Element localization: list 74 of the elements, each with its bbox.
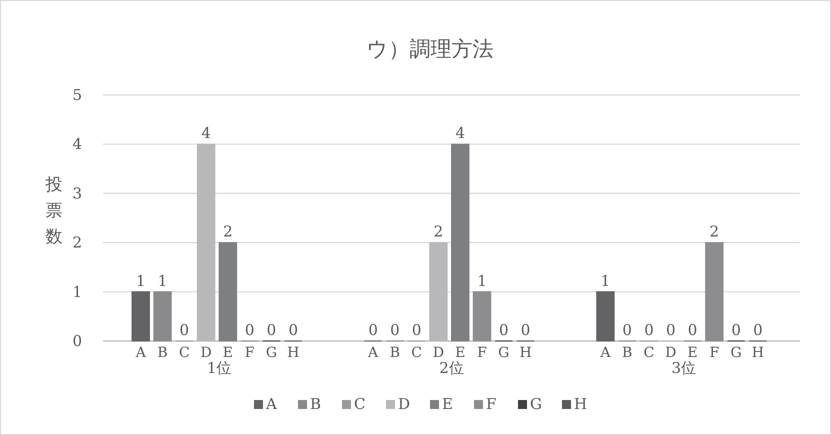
text: F: [244, 345, 255, 361]
data-label: 0: [644, 321, 654, 339]
chart-title: ウ）調理方法: [366, 37, 494, 61]
data-label: 0: [499, 321, 509, 339]
data-label: 4: [201, 124, 211, 142]
data-label: 0: [412, 321, 422, 339]
bar: [451, 144, 470, 342]
data-label: 0: [622, 321, 632, 339]
x-tick-label: 3位: [672, 359, 696, 377]
text: H: [287, 345, 300, 361]
bar: [132, 291, 150, 342]
legend-label: C: [354, 395, 366, 413]
text: F: [477, 345, 487, 361]
text: H: [519, 345, 532, 361]
data-label: 0: [688, 321, 698, 339]
bar: [472, 291, 492, 342]
y-axis-title: 投票数: [44, 175, 62, 247]
text: B: [157, 345, 168, 361]
data-label: 1: [158, 272, 168, 290]
legend-label: D: [398, 395, 410, 413]
data-label: 0: [180, 321, 190, 339]
text: F: [709, 345, 720, 361]
legend-label: A: [265, 395, 277, 413]
data-label: 2: [223, 222, 233, 241]
y-tick-label: 3: [72, 184, 82, 202]
data-label: 0: [753, 321, 763, 339]
text: D: [432, 345, 444, 361]
legend-label: G: [530, 395, 542, 413]
text: C: [644, 345, 654, 361]
data-label: 0: [390, 321, 400, 339]
legend-label: E: [442, 395, 453, 413]
text: G: [730, 345, 742, 361]
bar: [596, 291, 615, 342]
legend-label: B: [310, 395, 322, 413]
text: A: [600, 345, 610, 361]
text: G: [498, 345, 510, 361]
data-label: 0: [368, 321, 378, 339]
legend-label: F: [486, 395, 496, 413]
data-label: 2: [434, 222, 444, 241]
text: B: [622, 345, 632, 361]
text: C: [411, 345, 422, 361]
y-tick-label: 1: [72, 282, 82, 301]
text: B: [390, 345, 400, 361]
x-tick-label: 1位: [206, 359, 232, 377]
data-label: 1: [600, 272, 610, 290]
text: E: [222, 345, 233, 361]
text: C: [178, 345, 190, 361]
y-tick-label: 0: [72, 332, 82, 350]
y-tick-label: 5: [72, 86, 82, 104]
data-label: 0: [244, 321, 254, 339]
text: E: [455, 345, 466, 361]
y-tick-label: 2: [72, 234, 82, 252]
bar: [705, 242, 724, 342]
text: A: [136, 345, 146, 361]
legend-label: H: [574, 395, 588, 413]
data-label: 1: [136, 272, 146, 290]
data-label: 0: [288, 321, 298, 339]
data-label: 0: [266, 321, 276, 339]
data-label: 0: [666, 321, 676, 339]
data-label: 1: [477, 272, 487, 290]
data-label: 2: [710, 222, 720, 241]
data-label: 4: [455, 124, 465, 142]
data-label: 0: [520, 321, 530, 339]
data-label: 0: [731, 321, 741, 339]
x-tick-label: 2位: [439, 359, 464, 377]
text: E: [687, 345, 698, 361]
y-tick-label: 4: [72, 135, 82, 154]
bar: [153, 291, 172, 342]
text: H: [752, 345, 764, 361]
text: A: [368, 345, 378, 361]
bar: [218, 242, 238, 342]
text: D: [665, 345, 676, 361]
text: G: [266, 345, 278, 361]
text: D: [200, 345, 212, 361]
